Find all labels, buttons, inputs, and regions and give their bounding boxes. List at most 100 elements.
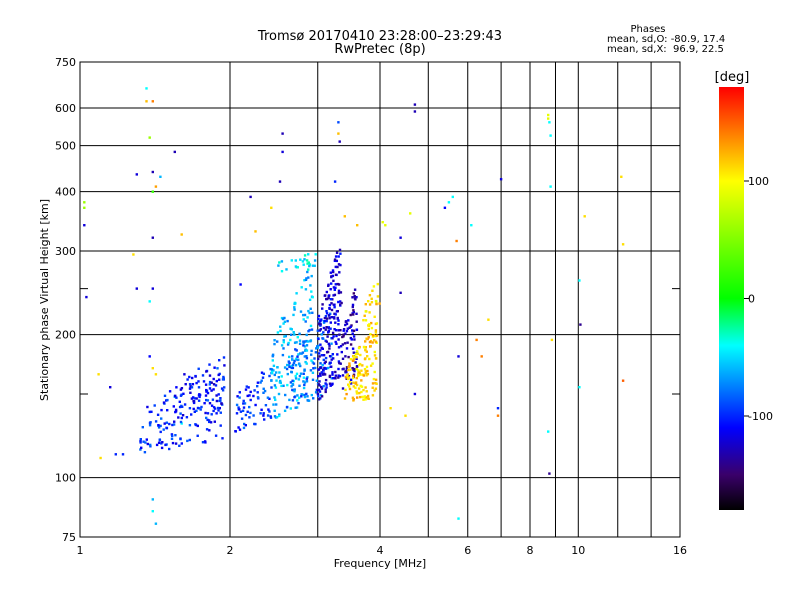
data-point <box>265 404 267 406</box>
data-point <box>338 292 340 294</box>
data-point <box>349 369 351 371</box>
data-point <box>213 406 215 408</box>
data-point <box>160 409 162 411</box>
data-point <box>497 407 499 409</box>
data-point <box>257 396 259 398</box>
data-point <box>353 330 355 332</box>
data-point <box>159 425 161 427</box>
data-point <box>212 410 214 412</box>
data-point <box>321 307 323 309</box>
data-point <box>347 328 349 330</box>
data-point <box>350 358 352 360</box>
data-point <box>371 327 373 329</box>
data-point <box>353 338 355 340</box>
data-point <box>318 368 320 370</box>
data-point <box>196 397 198 399</box>
data-point <box>342 368 344 370</box>
data-point <box>353 335 355 337</box>
data-point <box>330 282 332 284</box>
data-point <box>371 362 373 364</box>
y-tick-label: 75 <box>62 531 76 544</box>
data-point <box>247 395 249 397</box>
data-point <box>149 300 151 302</box>
data-point <box>336 252 338 254</box>
data-point <box>220 424 222 426</box>
data-point <box>579 323 581 325</box>
data-point <box>335 266 337 268</box>
data-point <box>180 421 182 423</box>
data-point <box>164 422 166 424</box>
data-point <box>457 355 459 357</box>
data-point <box>331 316 333 318</box>
data-point <box>325 388 327 390</box>
data-point <box>351 296 353 298</box>
data-point <box>368 358 370 360</box>
data-point <box>311 328 313 330</box>
x-tick-label: 16 <box>673 544 687 557</box>
data-point <box>209 402 211 404</box>
data-point <box>369 333 371 335</box>
data-point <box>173 423 175 425</box>
data-point <box>194 411 196 413</box>
data-point <box>198 393 200 395</box>
data-point <box>356 365 358 367</box>
data-point <box>186 378 188 380</box>
data-point <box>169 390 171 392</box>
data-point <box>346 374 348 376</box>
data-point <box>452 196 454 198</box>
data-point <box>337 301 339 303</box>
data-point <box>243 406 245 408</box>
data-point <box>331 384 333 386</box>
data-point <box>325 310 327 312</box>
data-point <box>216 400 218 402</box>
data-point <box>218 400 220 402</box>
colorbar-label: [deg] <box>715 70 750 85</box>
data-point <box>267 397 269 399</box>
data-point <box>298 397 300 399</box>
data-point <box>140 447 142 449</box>
data-point <box>348 376 350 378</box>
data-point <box>327 331 329 333</box>
data-point <box>344 370 346 372</box>
data-point <box>286 384 288 386</box>
data-point <box>330 298 332 300</box>
data-point <box>324 382 326 384</box>
data-point <box>350 343 352 345</box>
data-point <box>325 391 327 393</box>
data-point <box>247 411 249 413</box>
data-point <box>338 255 340 257</box>
data-point <box>253 389 255 391</box>
data-point <box>370 365 372 367</box>
data-point <box>198 396 200 398</box>
data-point <box>189 407 191 409</box>
data-point <box>331 371 333 373</box>
data-point <box>333 316 335 318</box>
data-point <box>327 367 329 369</box>
data-point <box>218 374 220 376</box>
data-point <box>327 285 329 287</box>
data-point <box>171 435 173 437</box>
data-point <box>220 403 222 405</box>
data-point <box>242 402 244 404</box>
data-point <box>290 407 292 409</box>
data-point <box>353 292 355 294</box>
data-point <box>189 439 191 441</box>
data-point <box>239 429 241 431</box>
chart-header: Tromsø 20170410 23:28:00–23:29:43 RwPret… <box>257 29 502 57</box>
data-point <box>257 382 259 384</box>
data-point <box>299 352 301 354</box>
data-point <box>364 395 366 397</box>
data-point <box>140 438 142 440</box>
data-point <box>318 352 320 354</box>
data-point <box>315 351 317 353</box>
data-point <box>372 382 374 384</box>
data-point <box>284 410 286 412</box>
data-point <box>276 340 278 342</box>
data-point <box>354 361 356 363</box>
data-point <box>149 424 151 426</box>
data-point <box>277 331 279 333</box>
data-point <box>359 354 361 356</box>
data-point <box>302 380 304 382</box>
data-point <box>149 421 151 423</box>
data-point <box>361 364 363 366</box>
